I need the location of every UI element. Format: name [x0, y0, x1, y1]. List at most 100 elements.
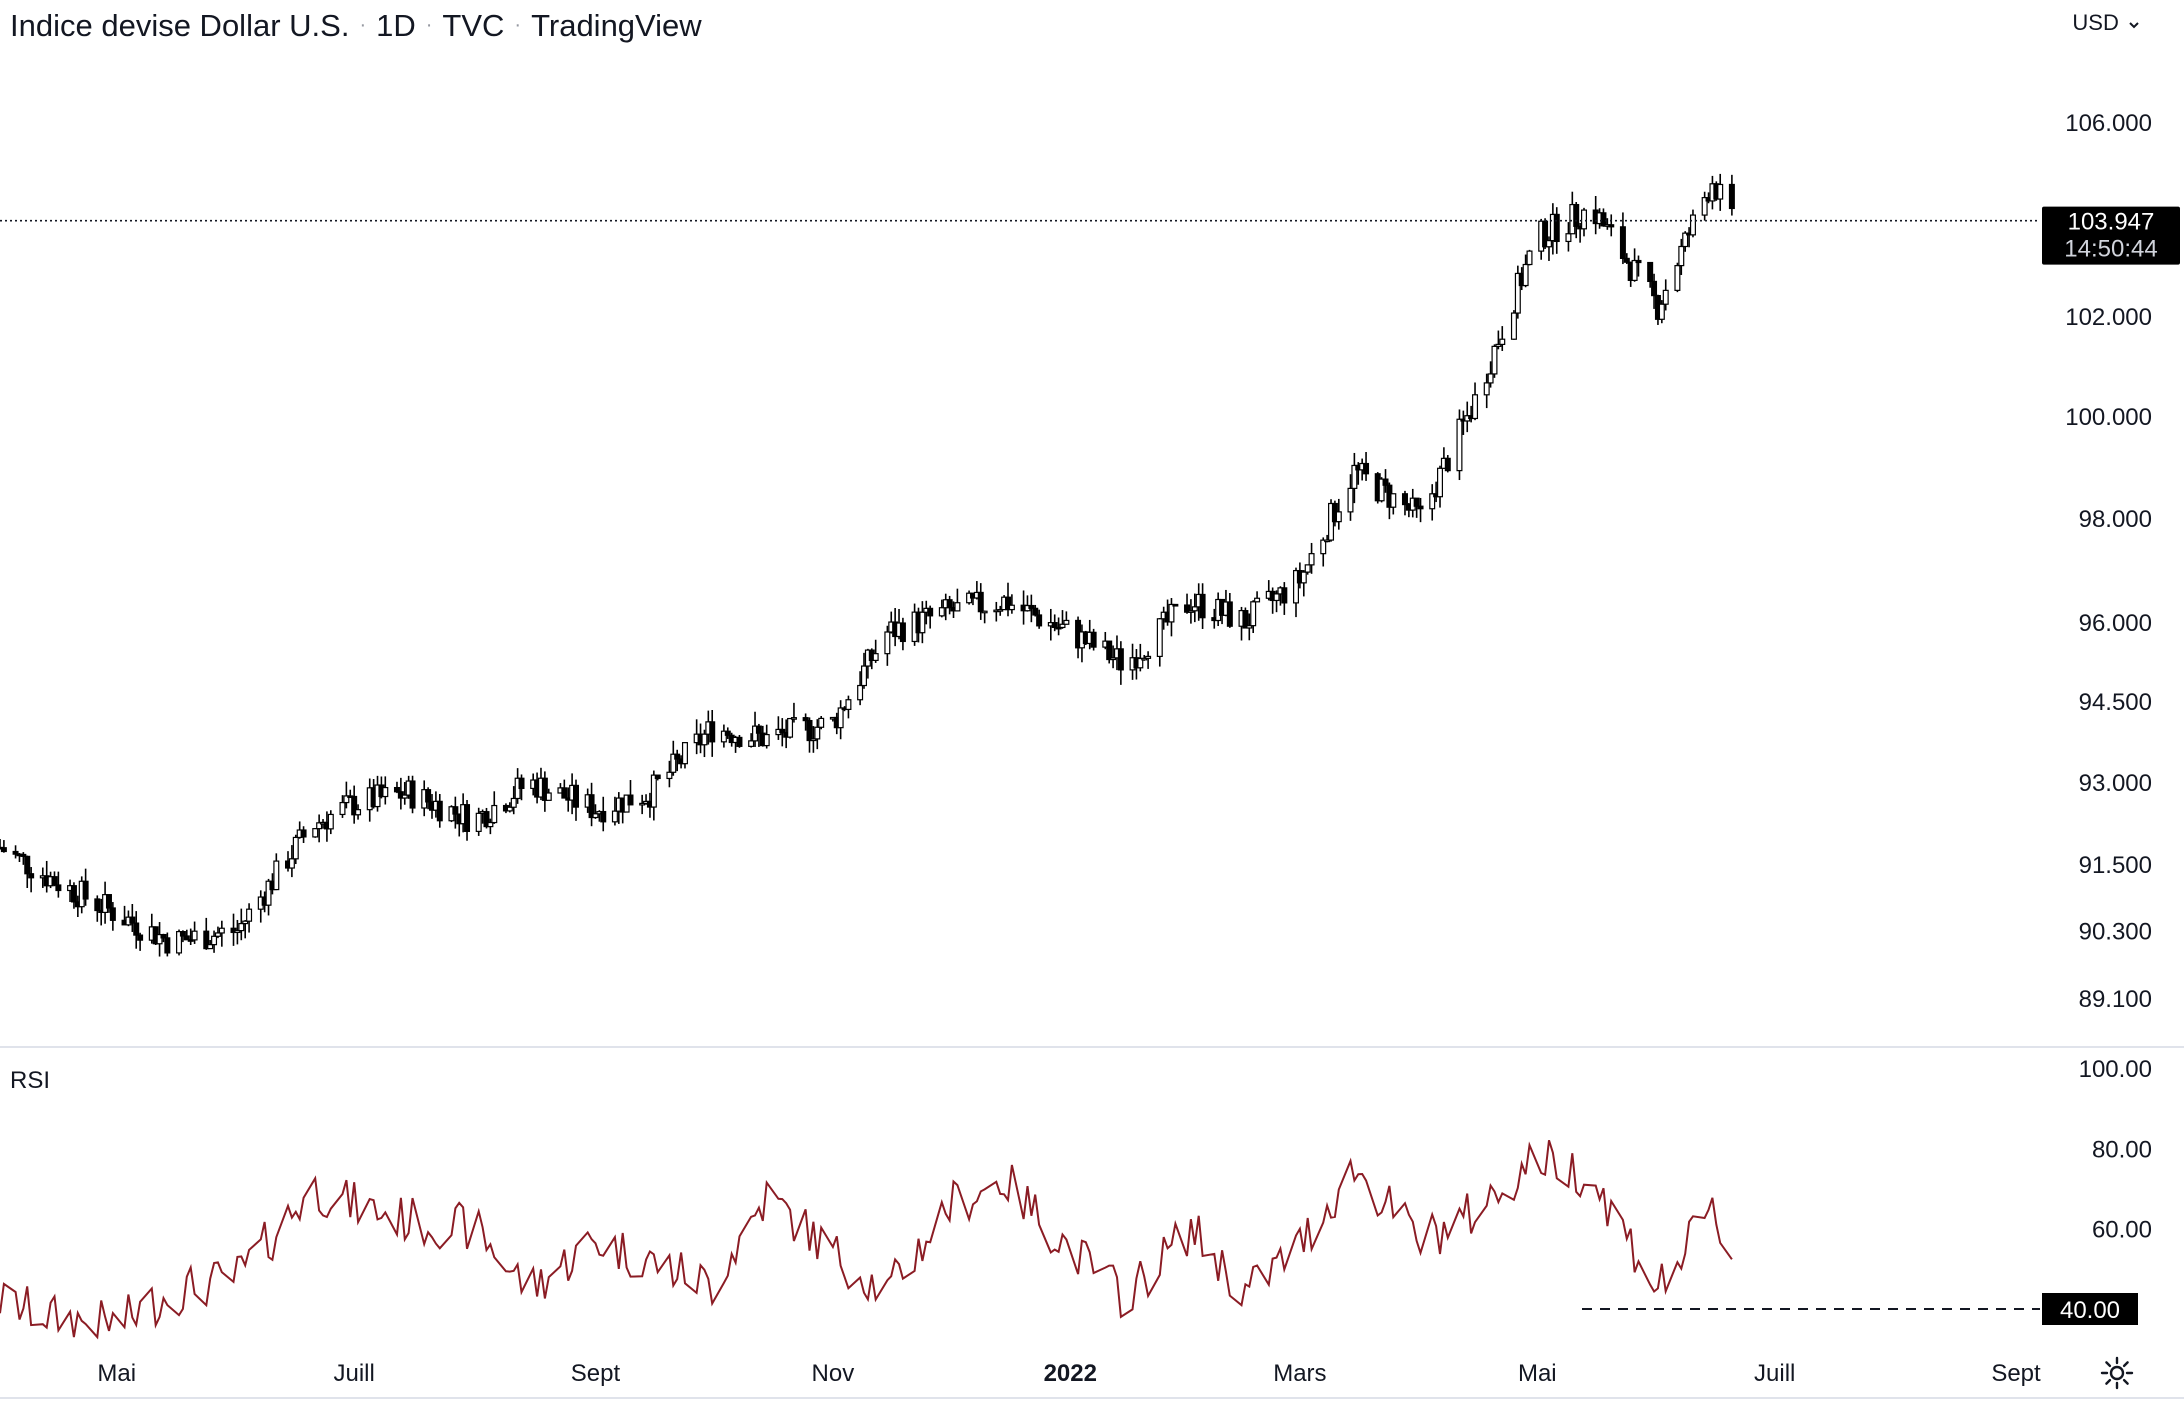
- candle-body: [997, 609, 1004, 612]
- candle-body: [1363, 462, 1370, 475]
- candle-body: [393, 786, 400, 793]
- candle-body: [1110, 657, 1117, 661]
- candle-body: [1324, 539, 1331, 543]
- time-axis-label: Mai: [97, 1360, 136, 1387]
- candle-body: [541, 777, 548, 801]
- candle-body: [246, 908, 253, 922]
- candle-body: [927, 607, 934, 617]
- candle-body: [709, 721, 716, 743]
- candle-body: [1063, 619, 1070, 625]
- candle-body: [600, 810, 607, 823]
- rsi-line: [0, 1140, 1733, 1340]
- candle-body: [191, 930, 198, 941]
- candle-body: [572, 784, 579, 808]
- rsi-axis-tick: 100.00: [2079, 1056, 2152, 1083]
- candle-body: [857, 684, 864, 701]
- candle-body: [1254, 597, 1261, 603]
- candle-body: [1678, 245, 1685, 267]
- candle-body: [884, 631, 891, 655]
- time-axis-label: Mai: [1518, 1360, 1557, 1387]
- candle-body: [802, 717, 809, 722]
- candle-body: [1635, 259, 1642, 264]
- candle-body: [0, 847, 7, 853]
- candle-body: [627, 794, 634, 806]
- candle-body: [1717, 183, 1724, 200]
- candle-body: [1444, 457, 1451, 472]
- candle-body: [701, 733, 708, 746]
- candle-body: [639, 802, 646, 806]
- candle-body: [736, 736, 743, 747]
- candle-body: [1090, 631, 1097, 648]
- candle-body: [946, 599, 953, 609]
- candle-body: [1728, 183, 1735, 210]
- last-price-badge: [2042, 206, 2180, 265]
- candle-body: [327, 813, 334, 830]
- candle-body: [425, 789, 432, 803]
- rsi-level-badge-text: 40.00: [2060, 1297, 2120, 1324]
- candle-body: [588, 794, 595, 819]
- candle-body: [899, 622, 906, 643]
- candle-body: [475, 812, 482, 832]
- rsi-panel-label: RSI: [10, 1067, 51, 1094]
- candle-body: [1689, 214, 1696, 236]
- candle-body: [94, 898, 101, 912]
- interval-label[interactable]: 1D: [376, 8, 416, 43]
- time-axis-label: 2022: [1044, 1360, 1097, 1387]
- candle-body: [156, 933, 163, 945]
- candle-body: [1565, 233, 1572, 243]
- candle-body: [234, 929, 241, 934]
- symbol-name: Indice devise Dollar U.S.: [10, 8, 350, 43]
- candle-body: [1351, 464, 1358, 489]
- price-candles: [0, 173, 1735, 957]
- candle-body: [1674, 265, 1681, 291]
- candle-body: [810, 738, 817, 742]
- candle-body: [1300, 571, 1307, 584]
- candle-body: [1008, 604, 1015, 611]
- candle-body: [1580, 209, 1587, 230]
- candle-body: [339, 801, 346, 816]
- candle-body: [818, 717, 825, 728]
- candle-body: [176, 931, 183, 954]
- candle-body: [300, 829, 307, 838]
- candle-body: [1382, 478, 1389, 486]
- candle-body: [133, 922, 140, 936]
- candle-body: [1651, 280, 1658, 297]
- candle-body: [724, 730, 731, 736]
- candle-body: [160, 933, 167, 939]
- candle-body: [1401, 493, 1408, 506]
- price-axis-tick: 90.300: [2079, 919, 2152, 946]
- candle-body: [82, 880, 89, 900]
- rsi-axis-tick: 60.00: [2092, 1217, 2152, 1244]
- price-axis-tick: 89.100: [2079, 986, 2152, 1013]
- candle-body: [1619, 226, 1626, 260]
- candle-body: [1137, 657, 1144, 669]
- candle-body: [919, 611, 926, 634]
- candle-body: [755, 725, 762, 734]
- candle-body: [1036, 614, 1043, 627]
- candle-body: [748, 740, 755, 747]
- panel-divider[interactable]: [0, 1046, 2184, 1048]
- currency-selector[interactable]: USD: [2072, 10, 2140, 36]
- candle-body: [1335, 511, 1342, 523]
- candle-body: [510, 797, 517, 808]
- price-axis-tick: 100.000: [2065, 404, 2152, 431]
- candle-body: [860, 665, 867, 687]
- candle-body: [1662, 289, 1669, 305]
- candle-body: [1141, 657, 1148, 661]
- time-axis-label: Mars: [1273, 1360, 1326, 1387]
- candle-body: [1526, 250, 1533, 266]
- settings-gear-icon[interactable]: [2100, 1356, 2134, 1390]
- candle-body: [1553, 213, 1560, 243]
- title-separator: ·: [359, 14, 367, 36]
- candle-body: [1059, 623, 1066, 629]
- candle-body: [207, 944, 214, 950]
- candle-body: [1347, 487, 1354, 513]
- candle-body: [1117, 648, 1124, 671]
- candle-body: [28, 873, 35, 879]
- candle-body: [1522, 263, 1529, 287]
- time-axis-label: Sept: [1991, 1360, 2041, 1387]
- candle-body: [187, 939, 194, 942]
- candle-body: [409, 780, 416, 809]
- candle-body: [1273, 593, 1280, 602]
